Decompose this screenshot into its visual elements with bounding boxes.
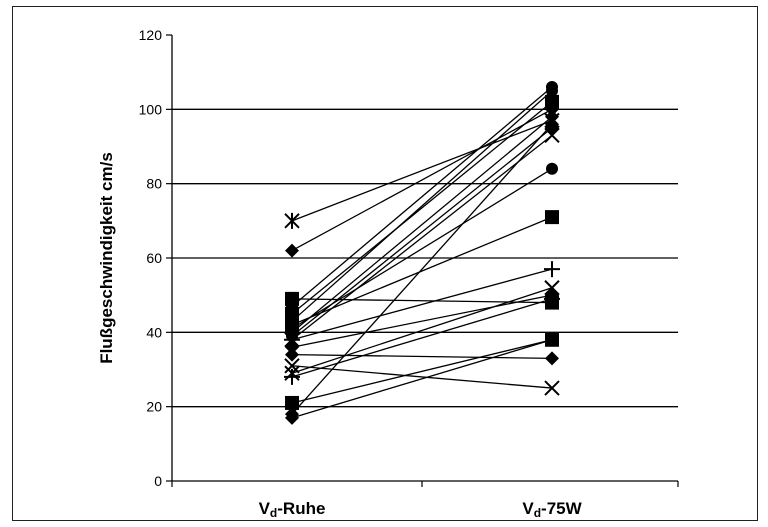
data-point-square [545, 210, 559, 225]
data-point-circle [546, 162, 558, 175]
data-point-diamond [545, 117, 559, 132]
data-point-square [545, 94, 559, 109]
data-point-circle [546, 84, 558, 97]
data-point-plus [284, 368, 300, 385]
series-lines [291, 86, 553, 419]
data-point-diamond [545, 351, 559, 366]
y-tick-label: 0 [154, 473, 162, 489]
gridlines [172, 108, 678, 408]
y-tick-label: 80 [146, 176, 162, 192]
x-category-label: Vd-75W [522, 499, 582, 520]
data-point-plus [544, 290, 560, 307]
series-line [291, 108, 553, 252]
series-line [291, 101, 553, 315]
y-tick-label: 100 [139, 101, 163, 117]
series-line [291, 268, 553, 341]
data-point-x [544, 127, 560, 144]
series-line [291, 86, 553, 307]
series-line [291, 116, 553, 333]
series-line [291, 339, 553, 404]
series-line [291, 287, 553, 374]
series-line [291, 353, 553, 359]
data-point-x [284, 358, 300, 374]
x-axis: Vd-Ruhe Vd-75W [171, 480, 679, 520]
y-tick-label: 20 [146, 399, 162, 415]
series-line [291, 298, 553, 378]
series-line [291, 339, 553, 419]
data-point-diamond [285, 243, 299, 258]
data-point-diamond [545, 109, 559, 124]
series-line [291, 216, 553, 326]
y-tick-label: 40 [146, 324, 162, 340]
x-category-label: Vd-Ruhe [259, 499, 326, 520]
data-point-x [544, 380, 560, 396]
data-point-diamond [285, 340, 299, 355]
data-point-x [544, 280, 560, 296]
y-axis: 0 20 40 60 80 100 120 [139, 27, 173, 489]
data-point-star [284, 212, 300, 229]
series-line [291, 294, 553, 348]
series-line [291, 134, 553, 341]
data-point-plus [544, 261, 560, 278]
series-line [291, 127, 553, 337]
series-line [291, 123, 553, 415]
data-point-square [285, 395, 299, 410]
chart-frame [12, 6, 758, 521]
y-axis-label: Flußgeschwindigkeit cm/s [97, 152, 116, 364]
y-tick-label: 120 [139, 27, 163, 43]
y-tick-label: 60 [146, 250, 162, 266]
series-line [291, 90, 553, 322]
series-line [291, 365, 553, 389]
data-point-diamond [285, 410, 299, 425]
data-point-diamond [545, 332, 559, 347]
series-markers [284, 81, 560, 425]
data-point-diamond [285, 347, 299, 362]
